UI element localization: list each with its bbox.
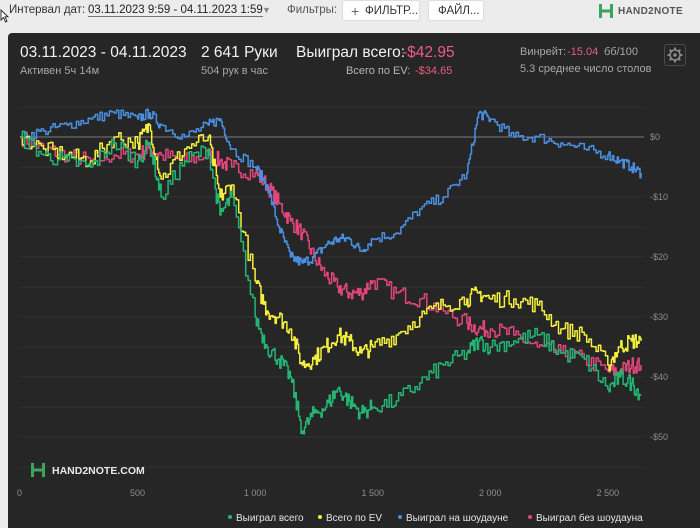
hand2note-logo-icon bbox=[31, 463, 45, 477]
series-line-3 bbox=[20, 131, 642, 377]
series-line-2 bbox=[20, 108, 642, 266]
legend-label-total: Выиграл всего bbox=[236, 513, 304, 524]
winrate-unit: бб/100 bbox=[604, 46, 639, 58]
y-tick-label: -$30 bbox=[650, 312, 668, 322]
x-tick-label: 2 500 bbox=[597, 488, 620, 498]
active-time: Активен 5ч 14м bbox=[20, 65, 100, 77]
filters-label: Фильтры: bbox=[287, 4, 338, 16]
session-dates: 03.11.2023 - 04.11.2023 bbox=[20, 44, 187, 61]
avg-tables: 5.3 среднее число столов bbox=[520, 63, 652, 75]
legend-label-nonshowdown: Выиграл без шоудауна bbox=[536, 513, 643, 524]
date-interval-label: Интервал дат: bbox=[9, 4, 86, 16]
x-tick-label: 1 000 bbox=[244, 488, 267, 498]
hands-count: 2 641 Руки bbox=[201, 44, 278, 61]
x-tick-label: 0 bbox=[17, 488, 22, 498]
winrate-label: Винрейт: bbox=[520, 46, 567, 58]
legend-dot bbox=[398, 515, 402, 519]
file-button-label: ФАЙЛ... bbox=[438, 5, 480, 17]
legend-item-ev[interactable]: Всего по EV bbox=[318, 513, 382, 524]
legend-dot bbox=[528, 515, 532, 519]
mouse-cursor-icon bbox=[0, 9, 9, 23]
legend-item-total[interactable]: Выиграл всего bbox=[228, 513, 304, 524]
hand2note-logo-icon bbox=[599, 4, 613, 18]
brand-logo: HAND2NOTE bbox=[596, 3, 700, 21]
y-tick-label: -$40 bbox=[650, 372, 668, 382]
legend-item-showdown[interactable]: Выиграл на шоудауне bbox=[398, 513, 508, 524]
x-tick-label: 1 500 bbox=[361, 488, 384, 498]
legend-label-ev: Всего по EV bbox=[326, 513, 383, 524]
y-tick-label: -$10 bbox=[650, 192, 668, 202]
watermark: HAND2NOTE.COM bbox=[30, 462, 145, 478]
hands-per-hour: 504 рук в час bbox=[201, 65, 269, 77]
x-tick-label: 500 bbox=[130, 488, 145, 498]
chart-settings-button[interactable] bbox=[664, 44, 686, 66]
series-line-1 bbox=[20, 123, 642, 372]
file-button[interactable]: ФАЙЛ... bbox=[428, 0, 484, 21]
legend-item-nonshowdown[interactable]: Выиграл без шоудауна bbox=[528, 513, 643, 524]
filter-bar: Интервал дат: 03.11.2023 9:59 - 04.11.20… bbox=[0, 0, 700, 23]
y-tick-label: -$20 bbox=[650, 252, 668, 262]
y-tick-label: $0 bbox=[650, 132, 660, 142]
add-filter-label: ФИЛЬТР... bbox=[365, 5, 419, 17]
legend-label-showdown: Выиграл на шоудауне bbox=[406, 513, 509, 524]
winrate-value: -15.04 bbox=[567, 46, 599, 58]
y-tick-label: -$50 bbox=[650, 432, 668, 442]
brand-name: HAND2NOTE bbox=[618, 6, 683, 17]
chevron-down-icon[interactable]: ▼ bbox=[262, 5, 271, 15]
watermark-text: HAND2NOTE.COM bbox=[52, 465, 145, 477]
legend-dot bbox=[228, 515, 232, 519]
plus-icon: + bbox=[351, 3, 360, 19]
ev-total-value: -$34.65 bbox=[415, 65, 453, 77]
total-won-value: -$42.95 bbox=[402, 44, 455, 61]
x-tick-label: 2 000 bbox=[479, 488, 502, 498]
ev-total-label: Всего по EV: bbox=[346, 65, 411, 77]
add-filter-button[interactable]: + ФИЛЬТР... bbox=[342, 0, 420, 21]
total-won-label: Выиграл всего: bbox=[296, 44, 406, 61]
series-line-0 bbox=[20, 130, 642, 435]
gear-icon bbox=[667, 47, 683, 63]
legend-dot bbox=[318, 515, 322, 519]
date-range-selector[interactable]: 03.11.2023 9:59 - 04.11.2023 1:59 bbox=[88, 4, 263, 17]
